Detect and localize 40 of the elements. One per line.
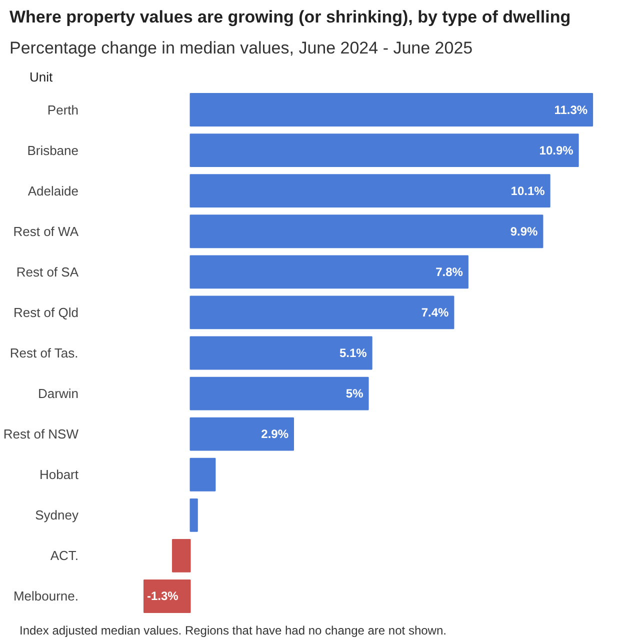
data-label: 2.9% [261,427,289,442]
data-label: 10.9% [539,143,574,158]
y-tick-label: Adelaide [28,183,79,198]
data-label: 5.1% [339,346,368,360]
y-tick-label: Rest of WA [13,224,79,239]
y-tick-label: Rest of SA [16,264,79,280]
bar [190,93,594,126]
data-label: 5% [346,386,364,401]
bar [190,255,468,289]
y-tick-label: Rest of NSW [3,426,80,442]
data-label: 10.1% [510,184,546,198]
bar [190,498,198,532]
y-tick-label: Sydney [35,508,79,523]
data-label: -1.3% [146,589,179,604]
bar [190,174,550,208]
bar [190,336,372,370]
bar [143,580,191,613]
chart-title: Where property values are growing (or shrinking), by type of dwelling [10,8,571,26]
data-label: 11.3% [554,102,588,117]
y-tick-label: Hobart [39,467,79,482]
data-label: 7.4% [421,305,450,320]
chart-subtitle: Percentage change in median values, June 2024 - June 2025 [10,38,473,58]
y-tick-label: Darwin [38,386,79,402]
data-label: 9.9% [510,224,538,238]
bar [190,376,369,410]
text: Index adjusted median values. Regions that have had no change are not shown. [20,624,446,638]
bar [190,296,454,330]
y-tick-label: Rest of Tas. [10,346,78,360]
bar [190,417,294,451]
y-tick-label: ACT. [50,548,78,564]
text: Unit [30,70,54,84]
y-tick-label: Brisbane [27,142,79,158]
y-tick-label: Melbourne. [13,588,79,604]
bar [172,538,191,572]
y-tick-label: Rest of Qld [13,304,79,320]
data-label: 7.8% [436,264,464,279]
bar [190,458,216,492]
bar [190,134,579,168]
bar [190,214,544,248]
y-tick-label: Perth [47,102,79,118]
